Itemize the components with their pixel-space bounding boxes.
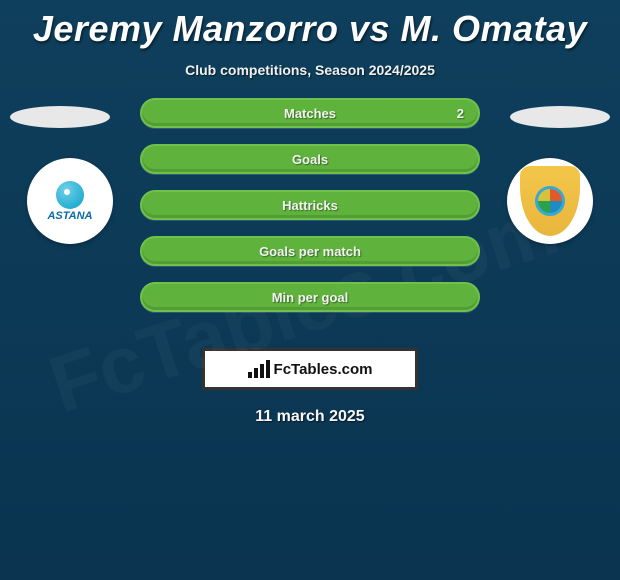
date-text: 11 march 2025: [0, 408, 620, 426]
stat-row-min-per-goal: Min per goal: [140, 282, 480, 312]
brand-box: FcTables.com: [202, 348, 418, 390]
shield-logo-icon: [520, 166, 580, 236]
bar-chart-icon: [248, 360, 270, 378]
comparison-area: ASTANA Matches 2 Goals Hattricks Goals p…: [0, 98, 620, 338]
stat-row-hattricks: Hattricks: [140, 190, 480, 220]
astana-logo-icon: ASTANA: [47, 181, 92, 222]
page-subtitle: Club competitions, Season 2024/2025: [0, 62, 620, 78]
brand-text: FcTables.com: [274, 361, 373, 378]
player-slot-right: [510, 106, 610, 128]
stat-value-right: 2: [457, 106, 464, 121]
stat-label: Matches: [284, 106, 336, 121]
stat-label: Goals: [292, 152, 328, 167]
team-badge-right: [507, 158, 593, 244]
team-badge-left-text: ASTANA: [47, 211, 92, 222]
page-title: Jeremy Manzorro vs M. Omatay: [0, 0, 620, 50]
stat-rows: Matches 2 Goals Hattricks Goals per matc…: [140, 98, 480, 328]
stat-row-goals: Goals: [140, 144, 480, 174]
stat-row-matches: Matches 2: [140, 98, 480, 128]
stat-label: Min per goal: [272, 290, 349, 305]
team-badge-left: ASTANA: [27, 158, 113, 244]
stat-row-goals-per-match: Goals per match: [140, 236, 480, 266]
stat-label: Hattricks: [282, 198, 338, 213]
stat-label: Goals per match: [259, 244, 361, 259]
player-slot-left: [10, 106, 110, 128]
